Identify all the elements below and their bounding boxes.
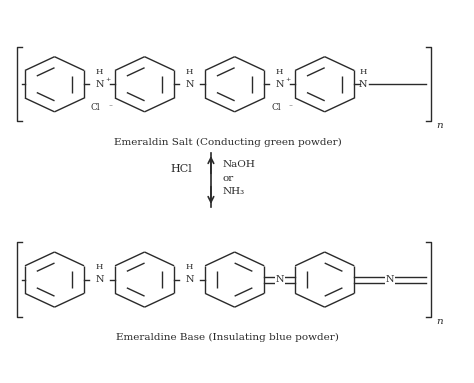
Text: Cl: Cl bbox=[91, 103, 100, 112]
Text: n: n bbox=[436, 317, 443, 326]
Text: or: or bbox=[223, 173, 234, 183]
Text: +: + bbox=[105, 77, 110, 82]
Text: +: + bbox=[285, 77, 291, 82]
Text: NaOH: NaOH bbox=[223, 160, 255, 169]
Text: N: N bbox=[386, 275, 394, 284]
Text: Cl: Cl bbox=[271, 103, 281, 112]
Text: H: H bbox=[96, 264, 103, 271]
Text: ⁻: ⁻ bbox=[108, 103, 112, 112]
Text: ⁻: ⁻ bbox=[288, 103, 292, 112]
Text: Emeraldine Base (Insulating blue powder): Emeraldine Base (Insulating blue powder) bbox=[116, 333, 339, 342]
Text: H: H bbox=[276, 68, 283, 76]
Text: N: N bbox=[95, 80, 104, 89]
Text: N: N bbox=[95, 275, 104, 284]
Text: N: N bbox=[275, 275, 284, 284]
Text: N: N bbox=[358, 80, 367, 89]
Text: H: H bbox=[186, 264, 193, 271]
Text: N: N bbox=[185, 275, 194, 284]
Text: N: N bbox=[185, 80, 194, 89]
Text: N: N bbox=[275, 80, 284, 89]
Text: H: H bbox=[359, 68, 366, 76]
Text: H: H bbox=[186, 68, 193, 76]
Text: Emeraldin Salt (Conducting green powder): Emeraldin Salt (Conducting green powder) bbox=[114, 138, 341, 147]
Text: n: n bbox=[436, 121, 443, 130]
Text: HCl: HCl bbox=[170, 164, 192, 173]
Text: NH₃: NH₃ bbox=[223, 187, 245, 196]
Text: H: H bbox=[96, 68, 103, 76]
